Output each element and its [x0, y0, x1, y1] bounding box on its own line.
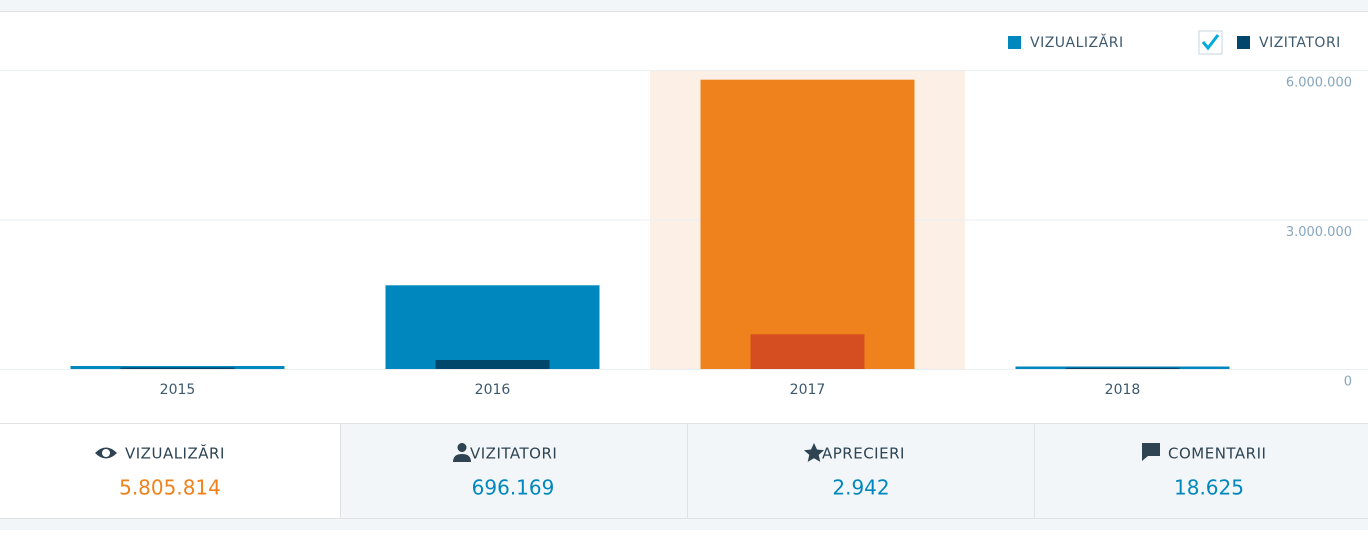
tab-selected-bg [0, 423, 340, 518]
tab-value: 2.942 [832, 476, 889, 500]
bar [120, 367, 235, 369]
legend-swatch [1008, 36, 1021, 49]
tab-value: 696.169 [472, 476, 555, 500]
person-icon [453, 443, 471, 462]
checkmark [1201, 34, 1220, 51]
comment-icon [1142, 443, 1160, 461]
bar [700, 79, 915, 369]
bottom-strip [0, 519, 1368, 530]
y-tick-label: 3.000.000 [1286, 225, 1352, 240]
top-strip [0, 0, 1368, 11]
bar [750, 334, 865, 369]
x-tick-label: 2018 [1105, 382, 1141, 398]
tab-label: APRECIERI [822, 445, 905, 463]
bar [1015, 366, 1230, 369]
tab-label: VIZITATORI [470, 445, 557, 463]
bar [1065, 367, 1180, 369]
tab-label: VIZUALIZĂRI [125, 444, 225, 463]
bar [385, 285, 600, 369]
y-tick-label: 0 [1344, 375, 1352, 390]
tab-value: 5.805.814 [119, 476, 221, 500]
tab-label: COMENTARII [1168, 445, 1266, 463]
tab-value: 18.625 [1174, 476, 1244, 500]
legend-label: VIZUALIZĂRI [1030, 33, 1124, 51]
y-tick-label: 6.000.000 [1286, 76, 1352, 91]
legend-swatch [1237, 36, 1250, 49]
x-tick-label: 2015 [160, 382, 196, 398]
bar [435, 360, 550, 369]
x-tick-label: 2016 [475, 382, 511, 398]
star-icon [804, 443, 824, 462]
legend-label: VIZITATORI [1259, 35, 1341, 51]
x-tick-label: 2017 [790, 382, 826, 398]
eye-icon [95, 447, 117, 459]
